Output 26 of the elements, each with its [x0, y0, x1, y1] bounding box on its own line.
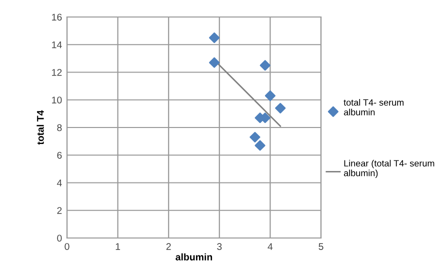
y-tick-label: 12 — [52, 68, 62, 76]
point — [264, 90, 276, 102]
y-tick-label: 16 — [52, 14, 62, 21]
y-tick-label: 2 — [57, 207, 62, 214]
point — [209, 32, 220, 44]
point — [254, 140, 266, 151]
x-axis-title: albumin — [176, 253, 212, 260]
y-tick-label: 0 — [57, 234, 62, 242]
point — [275, 102, 286, 114]
x-tick-label: 1 — [116, 243, 120, 250]
x-tick-label: 3 — [217, 243, 222, 250]
y-tick-label: 4 — [56, 180, 62, 186]
x-tick-label: 5 — [318, 243, 324, 250]
legend-label: Linear (total T4- serum albumin) — [344, 160, 434, 178]
point — [260, 60, 270, 71]
y-axis-title: total T4 — [36, 110, 44, 145]
y-tick-label: 6 — [57, 152, 62, 159]
y-tick-label: 14 — [52, 41, 62, 48]
y-tick-label: 10 — [52, 96, 62, 104]
x-tick-label: 0 — [64, 243, 70, 250]
point — [209, 57, 220, 68]
x-tick-label: 2 — [166, 243, 171, 250]
x-tick-label: 4 — [268, 243, 273, 250]
point — [250, 132, 260, 142]
y-tick-label: 8 — [57, 124, 62, 132]
legend-label: total T4- serum albumin — [344, 99, 404, 116]
